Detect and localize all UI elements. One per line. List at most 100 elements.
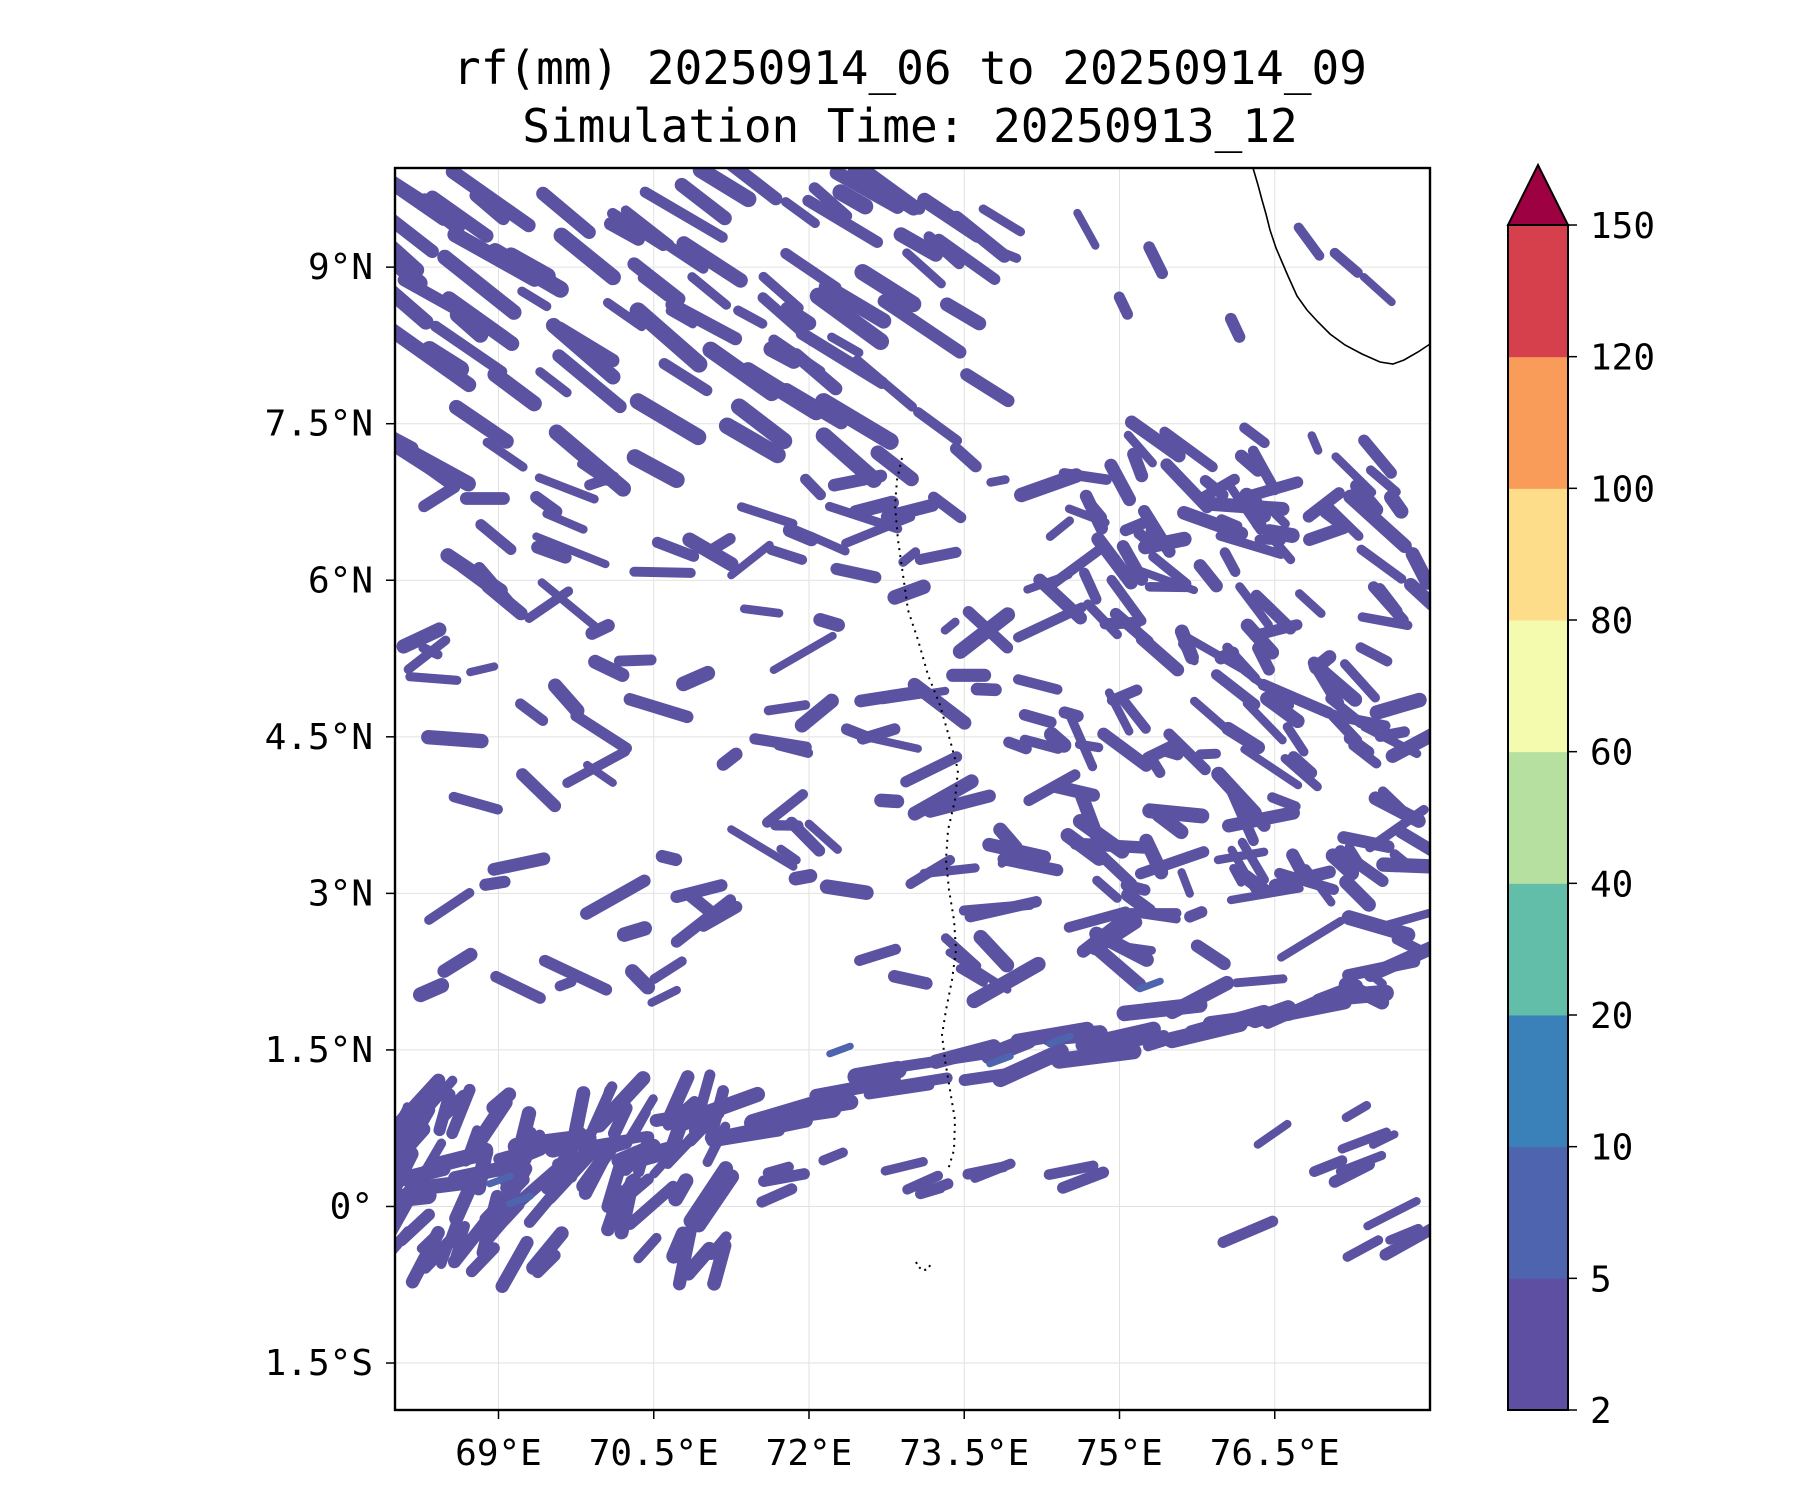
rain-cell	[1325, 848, 1360, 881]
rain-cell	[486, 243, 569, 298]
colorbar-tick-label: 20	[1590, 996, 1633, 1037]
rain-cell	[768, 334, 826, 378]
rain-cell	[629, 302, 708, 373]
rain-cell	[1159, 744, 1184, 761]
rain-cell	[1174, 624, 1199, 665]
rain-cell	[437, 249, 522, 320]
colorbar-segment	[1508, 1278, 1568, 1411]
rain-cell	[1234, 449, 1265, 477]
rain-cell	[601, 1156, 628, 1214]
rain-cell	[1063, 906, 1132, 933]
rain-cell	[1239, 422, 1270, 449]
rain-cell	[1144, 750, 1166, 778]
rain-cell	[1385, 728, 1430, 763]
rain-cell	[437, 947, 478, 978]
rain-cell	[625, 964, 656, 995]
rain-cell	[1247, 445, 1281, 496]
rain-cell	[730, 398, 793, 450]
rain-cell	[847, 1060, 907, 1086]
rain-cell	[658, 358, 713, 397]
rain-cell	[395, 214, 439, 259]
rain-cell	[1267, 792, 1301, 812]
rain-cell	[399, 1102, 436, 1156]
rain-cell	[973, 929, 1015, 973]
rain-cell	[1341, 1100, 1372, 1123]
rain-cell	[497, 1149, 534, 1215]
rain-cell	[1143, 241, 1169, 280]
rain-cell	[607, 1101, 633, 1140]
rain-cell	[424, 888, 475, 925]
rain-cell	[718, 417, 786, 464]
rain-cell	[900, 751, 963, 788]
rain-cell	[1379, 1223, 1430, 1261]
rain-cell	[568, 1086, 591, 1139]
rain-cell	[662, 1134, 696, 1170]
rain-cell	[668, 1173, 694, 1207]
rain-cell	[441, 291, 520, 351]
rain-cell	[1308, 1155, 1348, 1177]
rain-cell	[1329, 247, 1363, 278]
lat-tick-label: 7.5°N	[265, 404, 373, 445]
rain-cell	[465, 1242, 500, 1278]
rain-cell	[1019, 734, 1064, 754]
rain-cell	[1119, 696, 1151, 734]
rain-cell	[1104, 688, 1134, 736]
rain-cell	[1151, 807, 1189, 840]
rain-cell	[1177, 505, 1249, 541]
rain-cell	[1045, 516, 1075, 541]
gridlines	[395, 168, 1430, 1410]
rain-cell	[630, 1107, 651, 1137]
rain-cell	[676, 665, 716, 692]
rain-cell	[422, 1138, 447, 1173]
rain-cell	[1137, 504, 1176, 558]
rain-cell	[1091, 532, 1138, 590]
rain-cell	[1250, 589, 1297, 635]
rain-cell	[476, 1189, 505, 1260]
rain-cell	[702, 1121, 731, 1168]
rain-cell	[1078, 567, 1102, 605]
rain-cell	[517, 286, 552, 312]
rain-cell	[1339, 875, 1376, 912]
rain-cell	[962, 605, 1014, 654]
rain-cell	[515, 698, 549, 726]
rain-cell	[1189, 696, 1231, 734]
rain-cell	[448, 399, 514, 449]
rain-cell	[923, 789, 996, 818]
rain-cell	[1213, 847, 1269, 865]
rain-cell	[562, 746, 631, 788]
rain-cell	[576, 1131, 652, 1153]
rain-cell	[1133, 527, 1158, 550]
rain-cell	[396, 622, 447, 654]
rain-cell	[1110, 1029, 1170, 1050]
rain-cell	[1127, 908, 1181, 924]
rain-cell	[552, 321, 620, 368]
rain-cell	[840, 723, 873, 743]
rain-cell	[548, 678, 585, 718]
rain-cell	[1268, 865, 1336, 892]
rain-cell	[418, 481, 461, 513]
rain-cell	[1058, 468, 1112, 485]
rain-cell	[697, 900, 743, 932]
rain-cell	[815, 393, 899, 450]
rain-cell	[1331, 452, 1377, 497]
colorbar-segment	[1508, 1146, 1568, 1279]
rain-cell	[553, 227, 621, 286]
rain-cell	[613, 654, 657, 667]
rain-cell	[1253, 1119, 1292, 1149]
rain-cell	[482, 437, 528, 472]
lon-tick-label: 72°E	[766, 1433, 853, 1474]
rain-cell	[762, 1161, 794, 1179]
rain-cell	[874, 793, 905, 809]
rain-cell	[1073, 208, 1100, 250]
rain-cell	[487, 366, 542, 412]
rain-cell	[1365, 465, 1401, 497]
rain-cell	[1340, 659, 1380, 703]
lon-tick-label: 75°E	[1076, 1433, 1163, 1474]
rain-cell	[486, 1087, 517, 1115]
colorbar-extend-arrow	[1506, 162, 1570, 226]
rain-cell	[540, 1126, 587, 1195]
rain-cell	[1092, 875, 1122, 903]
rain-cell	[1116, 540, 1149, 586]
rain-cell	[416, 1230, 440, 1254]
rain-cell	[538, 954, 613, 996]
